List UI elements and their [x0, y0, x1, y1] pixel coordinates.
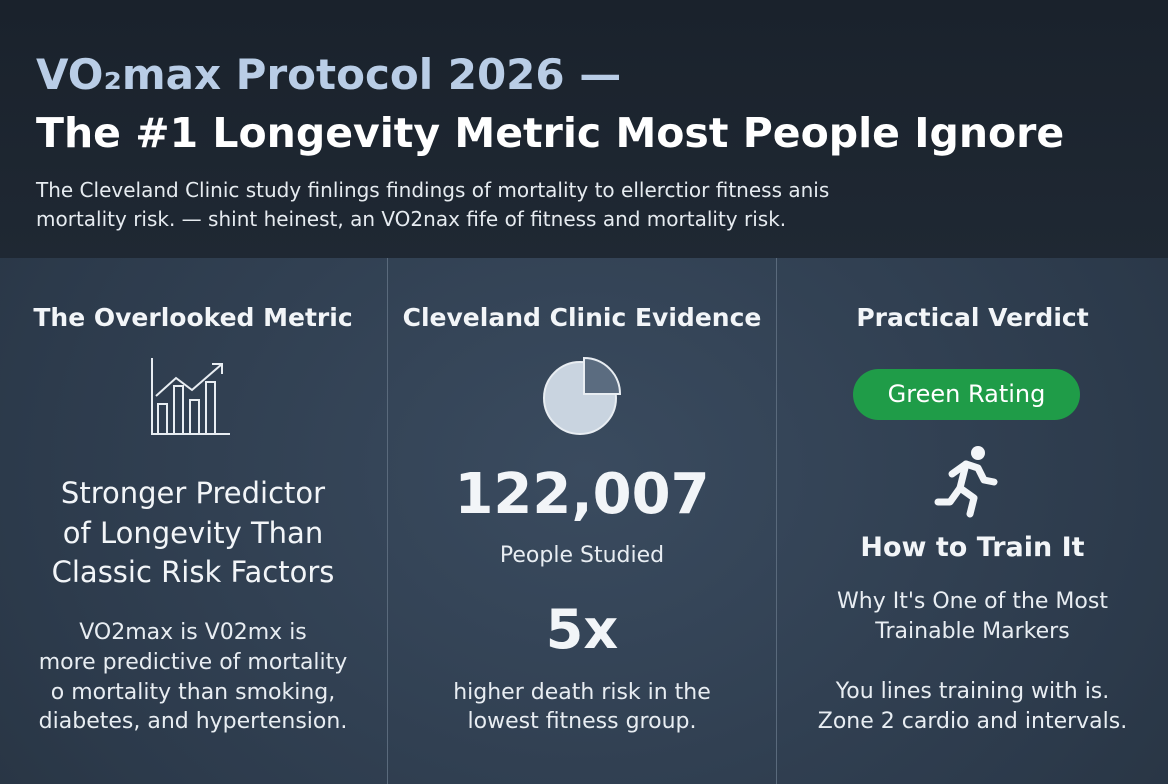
body-line: You lines training with is. — [835, 679, 1110, 704]
body-line: o mortality than smoking, — [50, 680, 336, 705]
subtitle-line: Why It's One of the Most — [837, 589, 1108, 614]
headline-line: Stronger Predictor — [60, 476, 326, 510]
subtitle-line: Trainable Markers — [875, 619, 1070, 644]
separator — [387, 258, 388, 784]
body-line: more predictive of mortality — [38, 650, 348, 675]
stat-number: 5x — [545, 598, 619, 661]
headline-line: Classic Risk Factors — [51, 555, 335, 589]
column-heading: Practical Verdict — [856, 303, 1089, 332]
stat-label-line: higher death risk in the — [453, 680, 711, 705]
headline-line: of Longevity Than — [62, 516, 324, 550]
stat-label: People Studied — [499, 543, 665, 568]
body-line: Zone 2 cardio and intervals. — [817, 709, 1128, 734]
rating-badge: Green Rating — [853, 369, 1080, 420]
runner-icon — [934, 446, 998, 518]
body-line: diabetes, and hypertension. — [38, 709, 348, 734]
chart-icon — [151, 358, 230, 435]
body-line: VO2max is V02mx is — [79, 620, 307, 645]
column-heading: The Overlooked Metric — [33, 303, 353, 332]
title-line1: VO₂max Protocol 2026 — — [36, 50, 622, 99]
separator — [776, 258, 777, 784]
subheading: How to Train It — [860, 532, 1085, 563]
stat-number: 122,007 — [454, 462, 710, 527]
title-line2: The #1 Longevity Metric Most People Igno… — [36, 109, 1065, 157]
pie-icon — [543, 356, 622, 435]
header: VO₂max Protocol 2026 — The #1 Longevity … — [0, 0, 1168, 258]
column-heading: Cleveland Clinic Evidence — [402, 303, 762, 332]
subtitle-line: The Cleveland Clinic study finlings find… — [36, 178, 830, 202]
stat-label-line: lowest fitness group. — [467, 709, 697, 734]
subtitle-line: mortality risk. — shint heinest, an VO2n… — [36, 207, 787, 231]
